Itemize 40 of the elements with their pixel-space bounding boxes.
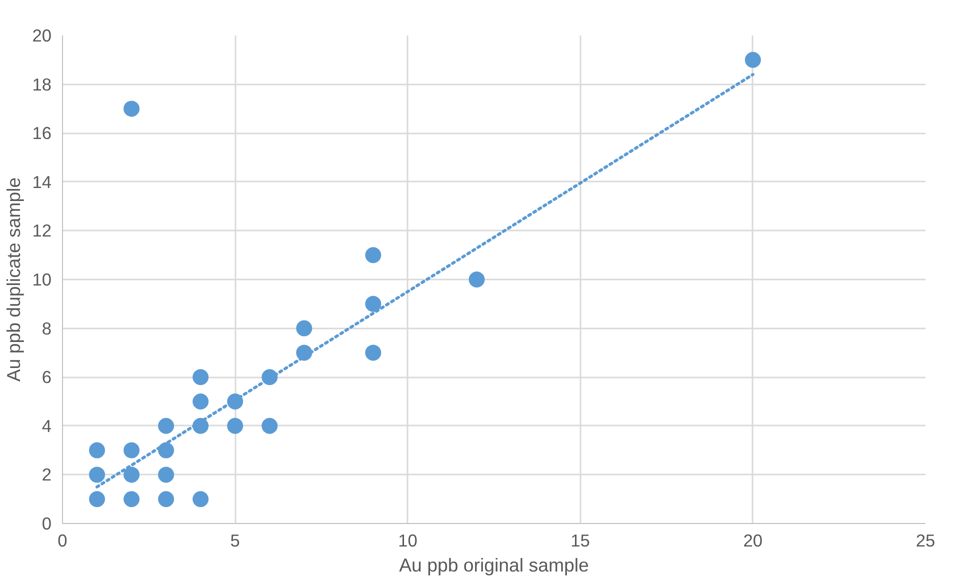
point: [744, 52, 761, 68]
y-tick-label: 12: [32, 220, 52, 241]
point: [468, 272, 485, 288]
point: [365, 344, 382, 361]
point: [89, 491, 106, 508]
x-tick-label: 10: [398, 530, 418, 550]
y-tick-label: 4: [42, 416, 52, 436]
point: [227, 418, 244, 434]
point: [262, 418, 278, 434]
point: [124, 466, 140, 483]
point: [124, 100, 140, 117]
y-tick-label: 14: [32, 172, 52, 192]
point: [158, 466, 174, 483]
point: [124, 442, 140, 458]
y-tick-label: 10: [32, 270, 52, 290]
x-tick-label: 25: [916, 530, 936, 550]
y-tick-label: 18: [32, 74, 52, 94]
point: [158, 491, 174, 508]
point: [192, 491, 209, 508]
point: [192, 394, 209, 410]
y-tick-label: 20: [32, 26, 52, 46]
point: [89, 442, 106, 458]
point: [124, 491, 140, 508]
point: [158, 418, 174, 434]
y-tick-label: 2: [42, 464, 52, 485]
point: [296, 320, 312, 336]
x-tick-label: 0: [58, 530, 68, 550]
y-tick-label: 6: [42, 367, 52, 388]
x-tick-label: 5: [230, 530, 240, 550]
y-tick-label: 8: [42, 318, 52, 338]
x-tick-label: 15: [570, 530, 590, 550]
y-axis-title: Au ppb duplicate sample: [3, 177, 24, 382]
y-tick-label: 0: [42, 514, 52, 534]
y-tick-label: 16: [32, 123, 52, 144]
x-axis-title: Au ppb original sample: [399, 554, 589, 576]
point: [192, 369, 209, 386]
point: [89, 466, 106, 483]
point: [365, 296, 382, 312]
point: [365, 247, 382, 264]
x-tick-label: 20: [743, 530, 763, 550]
